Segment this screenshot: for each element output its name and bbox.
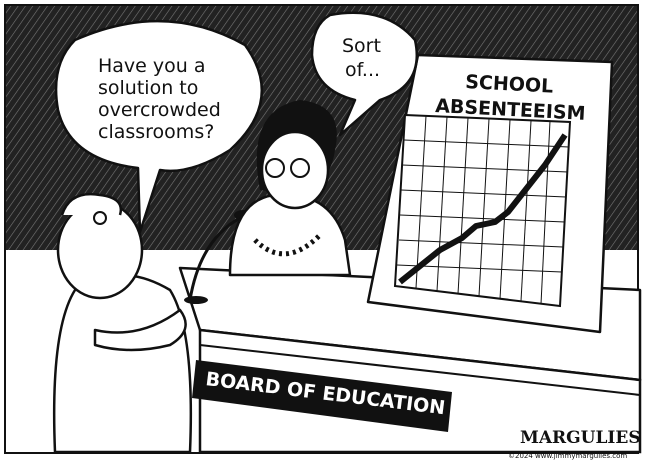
bubble-text: solution to <box>98 77 198 99</box>
woman-face <box>262 132 328 208</box>
bubble-text: of... <box>345 59 380 81</box>
signature: MARGULIES <box>520 428 641 448</box>
bubble-text: Sort <box>342 35 381 57</box>
microphone-base <box>184 296 208 304</box>
credit: ©2024 www.jimmymargulies.com <box>508 452 627 460</box>
bubble-text: Have you a <box>98 55 206 77</box>
bubble-text: classrooms? <box>98 121 214 143</box>
scene: BOARD OF EDUCATION SCHOOL ABSENTEEISM <box>5 5 641 460</box>
man-head <box>58 202 142 298</box>
bubble-text: overcrowded <box>98 99 221 121</box>
cartoon: BOARD OF EDUCATION SCHOOL ABSENTEEISM <box>0 0 645 465</box>
man-body <box>54 275 191 452</box>
sign-title: SCHOOL <box>465 71 554 98</box>
